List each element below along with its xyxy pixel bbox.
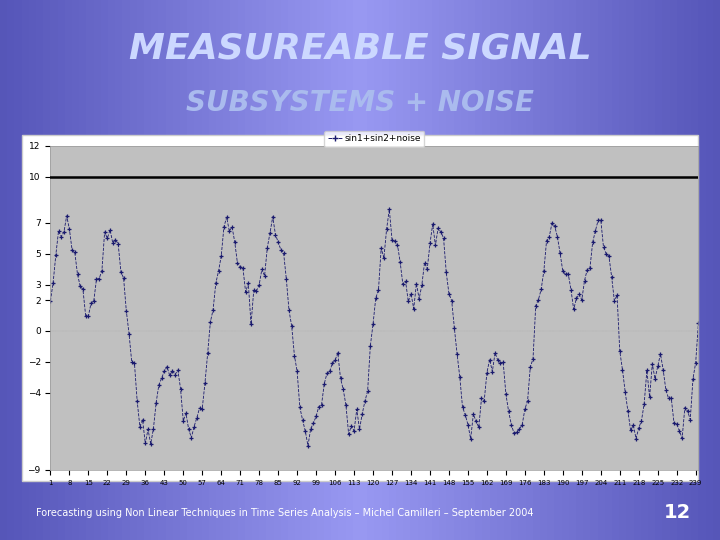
Legend: sin1+sin2+noise: sin1+sin2+noise [325, 131, 424, 147]
Text: 12: 12 [664, 503, 691, 523]
Bar [22, 135, 698, 481]
Text: Forecasting using Non Linear Techniques in Time Series Analysis – Michel Camille: Forecasting using Non Linear Techniques … [36, 508, 534, 518]
Text: SUBSYSTEMS + NOISE: SUBSYSTEMS + NOISE [186, 89, 534, 117]
Text: MEASUREABLE SIGNAL: MEASUREABLE SIGNAL [129, 32, 591, 65]
